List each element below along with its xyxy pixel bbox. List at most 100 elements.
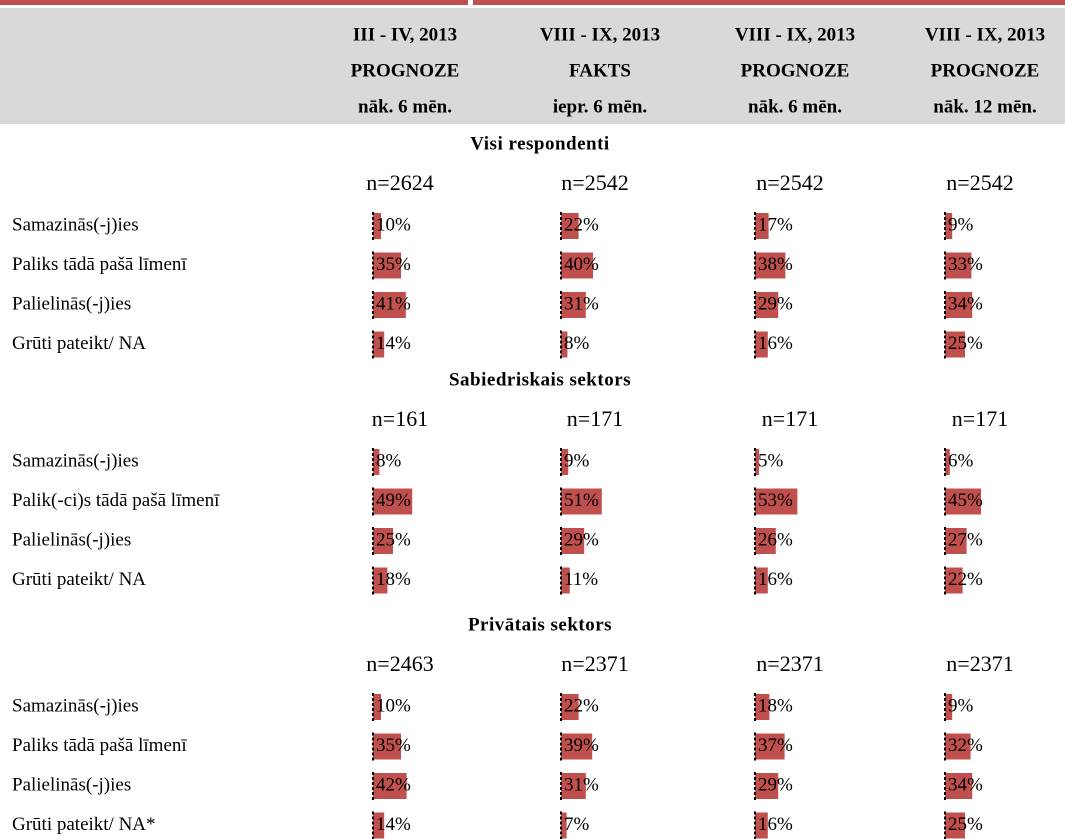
bar	[755, 567, 768, 594]
header-band	[0, 8, 1065, 124]
bar	[755, 812, 768, 839]
value-label: 16%	[758, 814, 793, 835]
bar	[945, 252, 972, 279]
value-label: 51%	[564, 490, 599, 511]
value-label: 14%	[376, 333, 411, 354]
column-header: VIII - IX, 2013	[925, 24, 1045, 45]
value-label: 32%	[948, 735, 983, 756]
top-rule	[473, 0, 1065, 5]
bar	[373, 812, 385, 839]
value-label: 34%	[948, 774, 983, 795]
value-label: 11%	[564, 569, 598, 590]
section-title: Sabiedriskais sektors	[449, 369, 631, 390]
sample-size: n=171	[952, 406, 1008, 431]
row-label: Paliks tādā pašā līmenī	[12, 735, 187, 756]
row-label: Grūti pateikt/ NA	[12, 333, 146, 354]
value-label: 10%	[376, 214, 411, 235]
value-label: 29%	[564, 529, 599, 550]
value-label: 37%	[758, 735, 793, 756]
bar	[945, 528, 967, 554]
row-label: Palielinās(-j)ies	[12, 529, 131, 550]
value-label: 33%	[948, 254, 983, 275]
value-label: 26%	[758, 529, 793, 550]
value-label: 8%	[376, 450, 402, 471]
section-title: Visi respondenti	[470, 133, 609, 154]
value-label: 5%	[758, 450, 784, 471]
bar	[945, 449, 950, 475]
sample-size: n=2371	[561, 651, 628, 676]
bar	[755, 331, 768, 358]
row-label: Samazinās(-j)ies	[12, 214, 139, 235]
value-label: 53%	[758, 490, 793, 511]
column-header: PROGNOZE	[931, 60, 1040, 81]
bar	[755, 694, 770, 720]
bar	[561, 773, 586, 799]
value-label: 16%	[758, 333, 793, 354]
value-label: 31%	[564, 293, 599, 314]
bar	[561, 213, 579, 239]
bar	[561, 292, 586, 318]
sample-size: n=2624	[366, 170, 433, 195]
bar	[373, 488, 413, 515]
value-label: 9%	[948, 214, 974, 235]
bar	[561, 694, 579, 720]
bar	[561, 733, 593, 760]
section-title: Privātais sektors	[468, 614, 612, 635]
value-label: 22%	[948, 569, 983, 590]
bar	[561, 449, 569, 475]
column-header: VIII - IX, 2013	[540, 24, 660, 45]
bar	[373, 213, 381, 239]
value-label: 25%	[376, 529, 411, 550]
column-header: PROGNOZE	[741, 60, 850, 81]
value-label: 25%	[948, 814, 983, 835]
bar	[945, 733, 971, 760]
bar	[373, 528, 393, 554]
bar	[373, 252, 401, 279]
value-label: 18%	[376, 569, 411, 590]
value-label: 9%	[948, 695, 974, 716]
column-header: nāk. 12 mēn.	[933, 96, 1036, 117]
value-label: 31%	[564, 774, 599, 795]
column-header: VIII - IX, 2013	[735, 24, 855, 45]
bar	[945, 331, 965, 358]
value-label: 25%	[948, 333, 983, 354]
sample-size: n=171	[762, 406, 818, 431]
value-label: 14%	[376, 814, 411, 835]
value-label: 8%	[564, 333, 590, 354]
bar	[755, 528, 776, 554]
bar	[945, 694, 953, 720]
bar	[561, 488, 602, 515]
value-label: 6%	[948, 450, 974, 471]
bar	[755, 252, 786, 279]
sample-size: n=2542	[561, 170, 628, 195]
bar	[945, 812, 965, 839]
value-label: 34%	[948, 293, 983, 314]
value-label: 22%	[564, 695, 599, 716]
value-label: 42%	[376, 774, 411, 795]
row-label: Paliks tādā pašā līmenī	[12, 254, 187, 275]
column-header: PROGNOZE	[351, 60, 460, 81]
sample-size: n=2371	[946, 651, 1013, 676]
bar	[945, 213, 953, 239]
bar	[561, 567, 570, 594]
bar	[373, 331, 385, 358]
bar	[945, 773, 973, 799]
value-label: 38%	[758, 254, 793, 275]
column-header: nāk. 6 mēn.	[358, 96, 452, 117]
sample-size: n=161	[372, 406, 428, 431]
bar	[945, 488, 981, 515]
value-label: 7%	[564, 814, 590, 835]
value-label: 22%	[564, 214, 599, 235]
bar	[755, 449, 759, 475]
value-label: 40%	[564, 254, 599, 275]
row-label: Samazinās(-j)ies	[12, 695, 139, 716]
bar	[755, 733, 785, 760]
value-label: 29%	[758, 774, 793, 795]
value-label: 9%	[564, 450, 590, 471]
value-label: 35%	[376, 735, 411, 756]
bar	[373, 694, 381, 720]
top-rule	[0, 0, 468, 5]
bar	[373, 773, 407, 799]
bar	[945, 292, 973, 318]
sample-size: n=171	[567, 406, 623, 431]
